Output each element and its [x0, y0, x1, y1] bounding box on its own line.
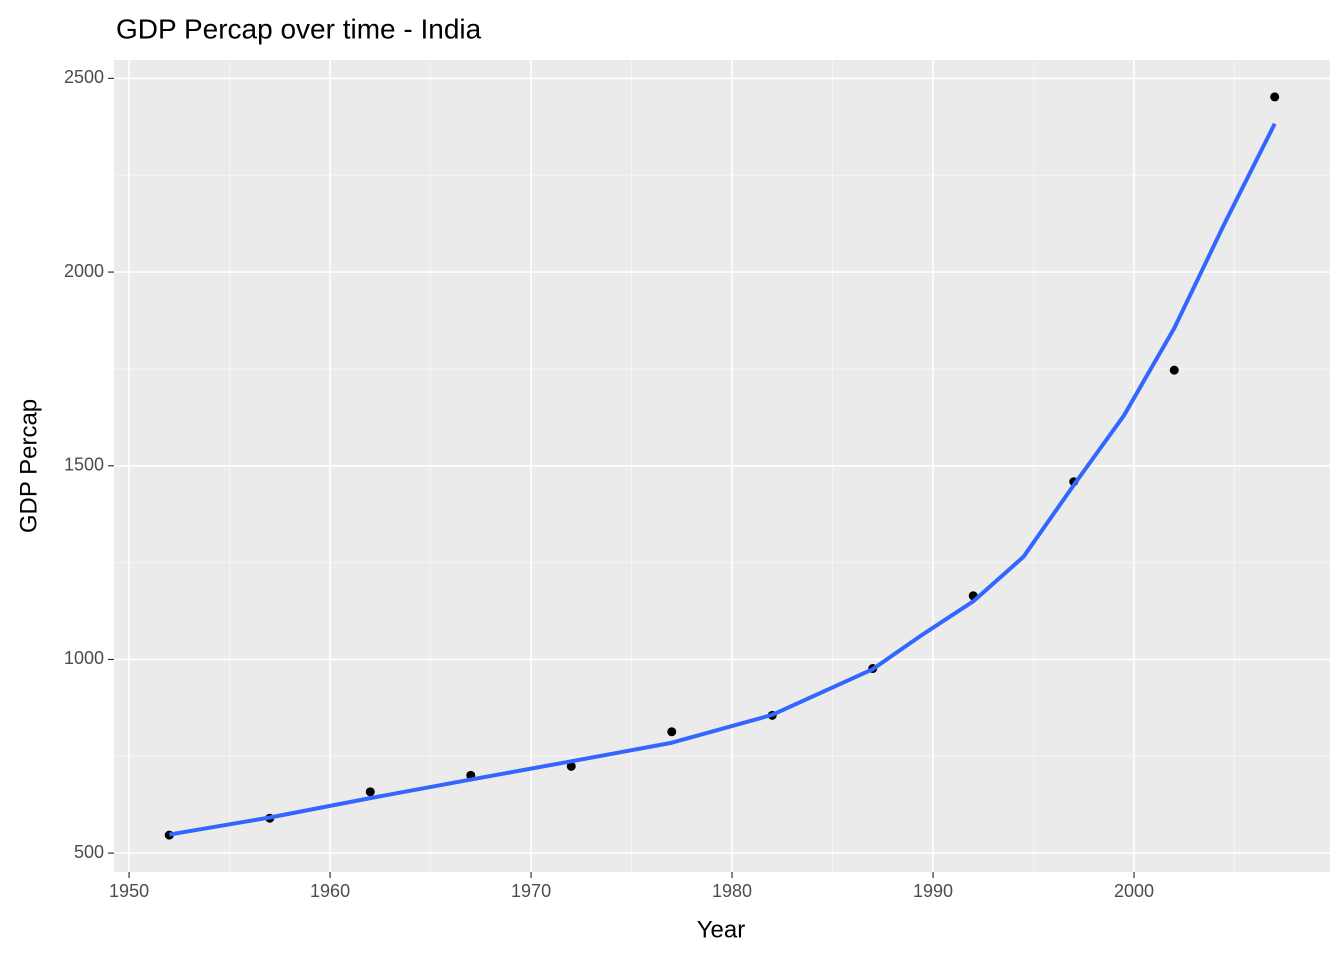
x-tick-label: 2000 [1114, 881, 1154, 901]
y-tick-label: 1500 [64, 455, 104, 475]
x-tick-label: 1980 [712, 881, 752, 901]
point [1169, 365, 1179, 375]
chart-title: GDP Percap over time - India [116, 13, 482, 44]
x-tick-label: 1960 [310, 881, 350, 901]
point [566, 761, 576, 771]
point [365, 787, 375, 797]
y-axis-label: GDP Percap [15, 399, 42, 533]
y-tick-label: 500 [74, 842, 104, 862]
x-axis-label: Year [697, 916, 746, 943]
y-tick-label: 1000 [64, 648, 104, 668]
point [667, 727, 677, 737]
smooth-line [168, 122, 1277, 837]
x-tick-label: 1970 [511, 881, 551, 901]
point [1270, 92, 1280, 102]
x-tick-label: 1990 [913, 881, 953, 901]
y-tick-label: 2500 [64, 67, 104, 87]
y-tick-label: 2000 [64, 261, 104, 281]
x-tick-label: 1950 [109, 881, 149, 901]
